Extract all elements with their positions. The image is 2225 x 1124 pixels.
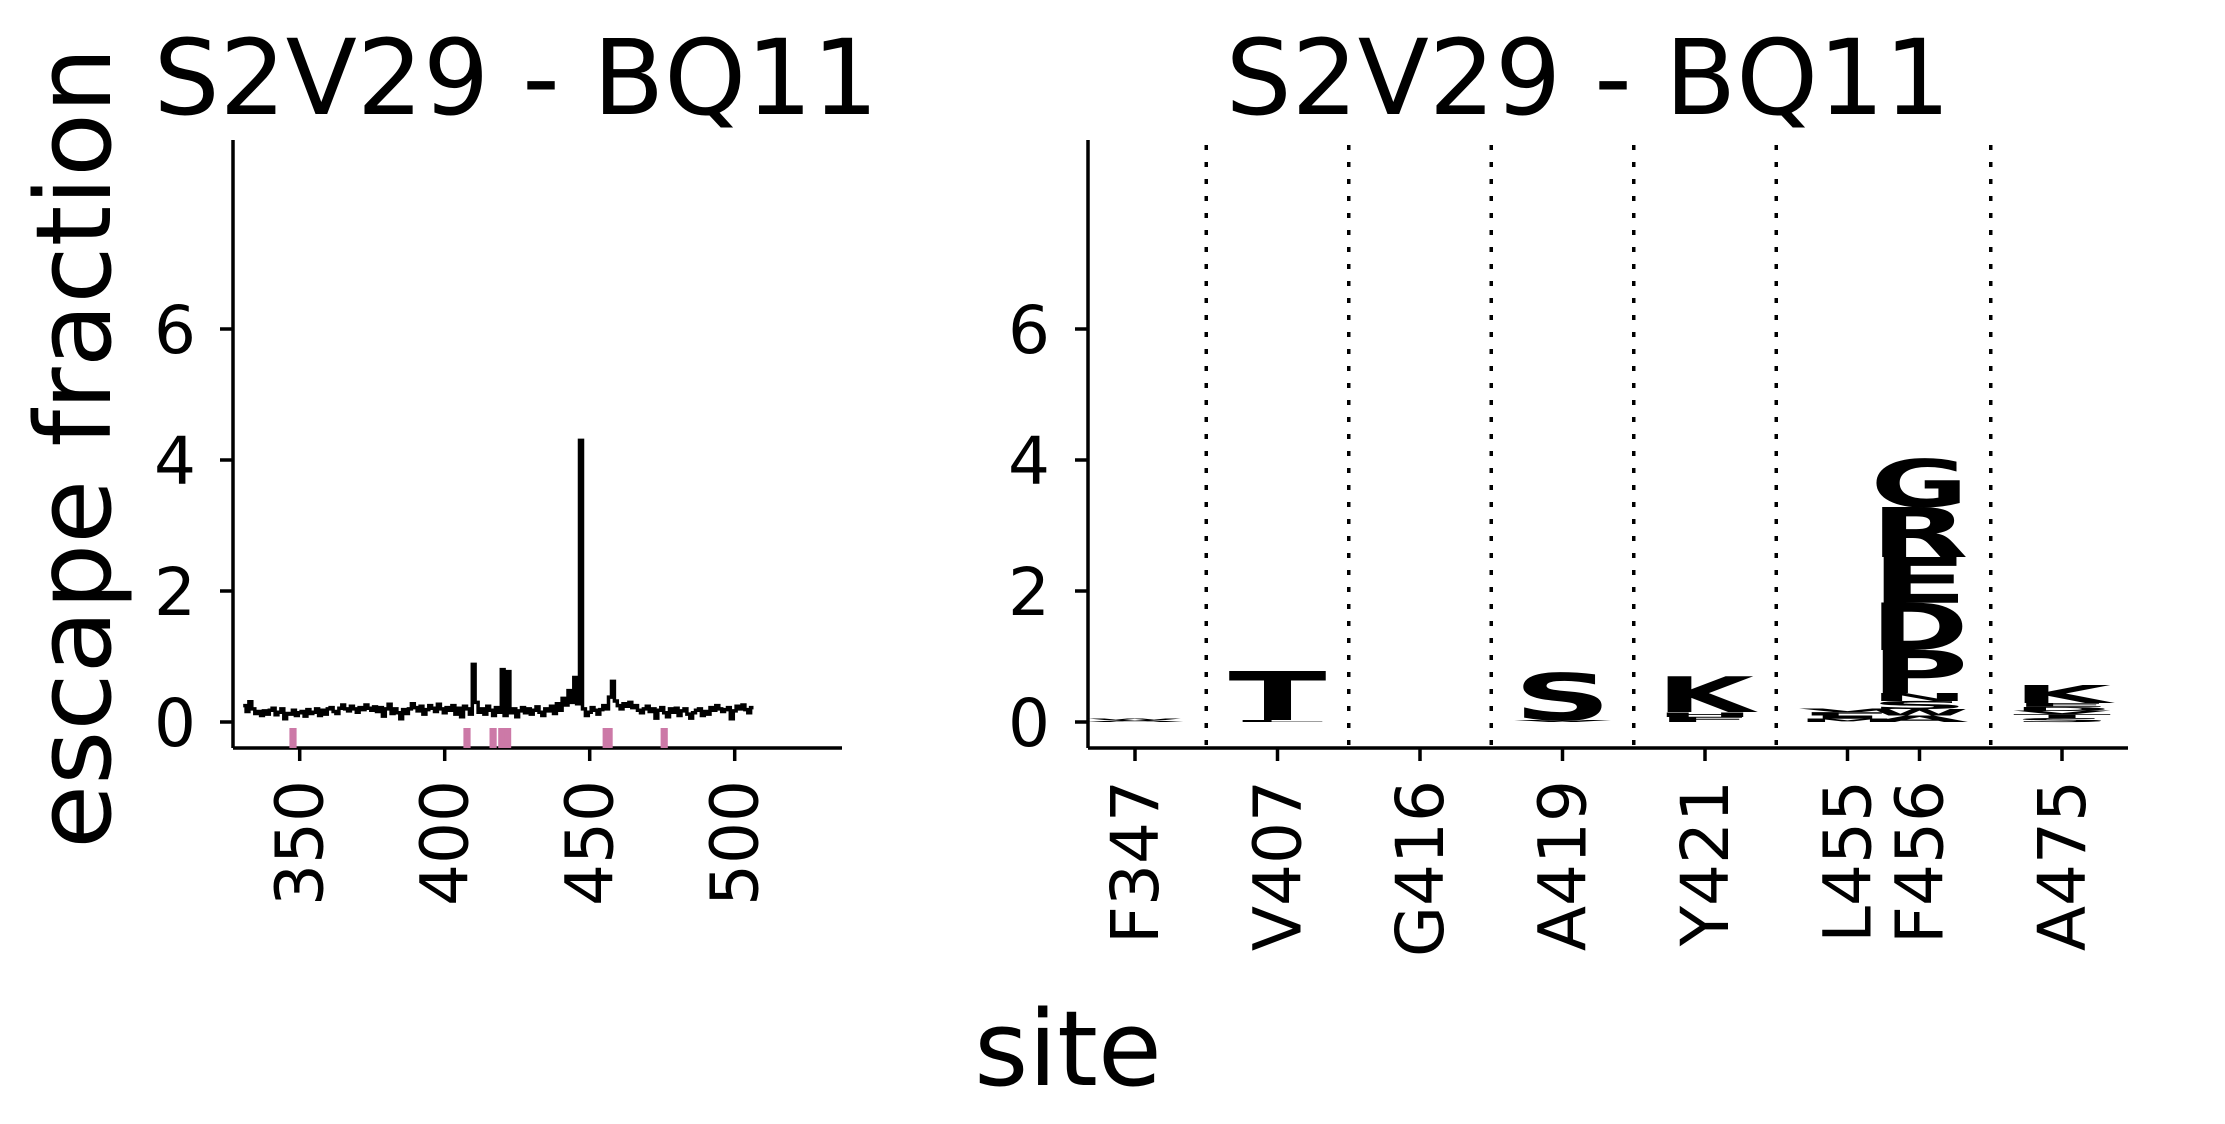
left-y-tick-label: 0	[154, 685, 196, 762]
logo-letter: K	[1656, 666, 1759, 724]
escape-step-line	[243, 438, 754, 721]
logo-letter: G	[1871, 447, 1969, 522]
right-x-tick-label: A475	[2024, 780, 2101, 951]
right-x-tick-label: F347	[1097, 780, 1174, 944]
logo-letter: D	[2013, 706, 2111, 712]
left-x-tick-label: 350	[262, 780, 339, 906]
logo-letter: D	[1871, 590, 1969, 665]
right-y-tick-label: 4	[1008, 423, 1050, 500]
right-y-tick-label: 0	[1008, 685, 1050, 762]
logo-letter: T	[1229, 658, 1327, 736]
highlight-site-marker	[498, 728, 506, 748]
right-x-tick-label: V407	[1240, 780, 1317, 951]
logo-letter: E	[1871, 544, 1969, 618]
logo-letter: I	[1799, 715, 1897, 720]
logo-letter: W	[1871, 707, 1969, 717]
right-chart-title: S2V29 - BQ11	[1226, 17, 1951, 139]
logo-letter: F	[1799, 711, 1897, 716]
logo-letter: L	[1229, 719, 1327, 722]
logo-letter: S	[1514, 660, 1612, 735]
left-panel: 0 2 4 6 350 400 450 500	[154, 140, 842, 906]
logo-letter: F	[1656, 715, 1754, 723]
logo-letter: S	[2013, 717, 2111, 723]
logo-letter: P	[1871, 639, 1969, 707]
logo-letter: V	[1799, 708, 1897, 713]
left-y-tick-label: 4	[154, 423, 196, 500]
logo-letter: A	[1086, 719, 1184, 722]
right-y-tick-label: 6	[1008, 292, 1050, 369]
right-x-tick-label: A419	[1525, 780, 1602, 951]
highlight-site-marker	[605, 728, 613, 748]
logo-letter: V	[2013, 710, 2111, 715]
left-x-tick-label: 500	[697, 780, 774, 906]
x-axis-label: site	[974, 988, 1162, 1110]
logo-letter: T	[2013, 713, 2111, 719]
logo-letter: V	[1514, 719, 1612, 722]
logo-letter: H	[1656, 711, 1754, 718]
logo-letter: E	[2013, 702, 2111, 708]
logo-letter: S	[1871, 699, 1969, 712]
highlight-site-marker	[489, 728, 497, 748]
highlight-site-marker	[289, 728, 297, 748]
left-y-tick-label: 6	[154, 292, 196, 369]
left-x-tick-label: 400	[407, 780, 484, 906]
right-x-tick-label: Y421	[1667, 780, 1744, 947]
logo-letter: K	[2013, 680, 2115, 709]
y-axis-label: escape fraction	[13, 47, 135, 849]
highlight-site-marker	[463, 728, 471, 748]
right-x-tick-label: L455	[1810, 780, 1887, 943]
logo-letter: N	[1871, 691, 1969, 704]
highlight-site-marker	[660, 728, 668, 748]
highlight-site-marker	[504, 728, 512, 748]
logo-letter: R	[1871, 493, 1969, 573]
logo-letter: M	[1799, 718, 1897, 723]
logo-letter: W	[1086, 718, 1184, 720]
left-x-tick-label: 450	[552, 780, 629, 906]
left-chart-title: S2V29 - BQ11	[154, 17, 879, 139]
logo-letter: A	[1871, 714, 1969, 724]
right-x-tick-label: F456	[1882, 780, 1959, 944]
left-y-tick-label: 2	[154, 554, 196, 631]
right-x-tick-label: G416	[1382, 780, 1459, 957]
right-y-tick-label: 2	[1008, 554, 1050, 631]
